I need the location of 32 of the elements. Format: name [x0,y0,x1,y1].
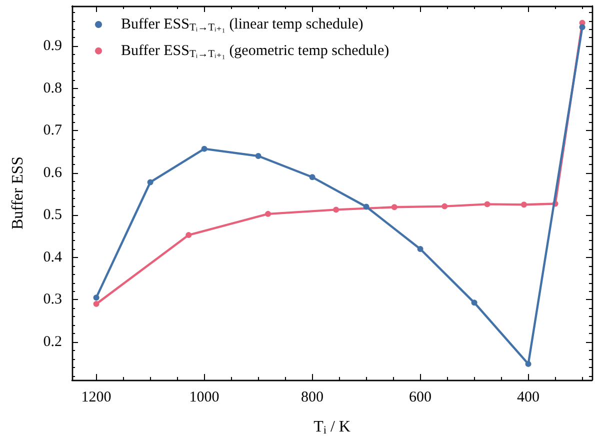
point [255,153,262,160]
point [309,174,316,180]
point [579,24,586,30]
point [484,201,490,208]
point [391,204,398,210]
x-tick-label: 1200 [81,390,112,406]
point [525,360,532,367]
x-tick-label: 400 [517,390,540,406]
point [520,202,527,208]
point [333,206,340,213]
point [442,203,448,210]
point [201,146,208,152]
y-axis-title: Buffer ESS [10,156,26,230]
point [93,294,100,301]
point [186,232,192,238]
y-tick-label: 0.7 [43,122,62,139]
y-tick-label: 0.3 [43,292,62,308]
point [93,300,100,307]
y-tick-label: 0.5 [43,207,62,224]
y-tick-label: 0.6 [43,164,62,181]
point [265,210,272,217]
point [471,300,478,306]
point [363,204,370,210]
x-tick-label: 600 [409,390,432,406]
y-tick-label: 0.2 [43,334,62,350]
y-tick-label: 0.4 [43,249,62,266]
x-tick-label: 1000 [189,390,220,406]
point [417,246,424,252]
x-tick-label: 800 [301,390,324,406]
y-tick-label: 0.9 [43,38,62,54]
y-tick-label: 0.8 [43,80,62,96]
point [147,179,154,186]
